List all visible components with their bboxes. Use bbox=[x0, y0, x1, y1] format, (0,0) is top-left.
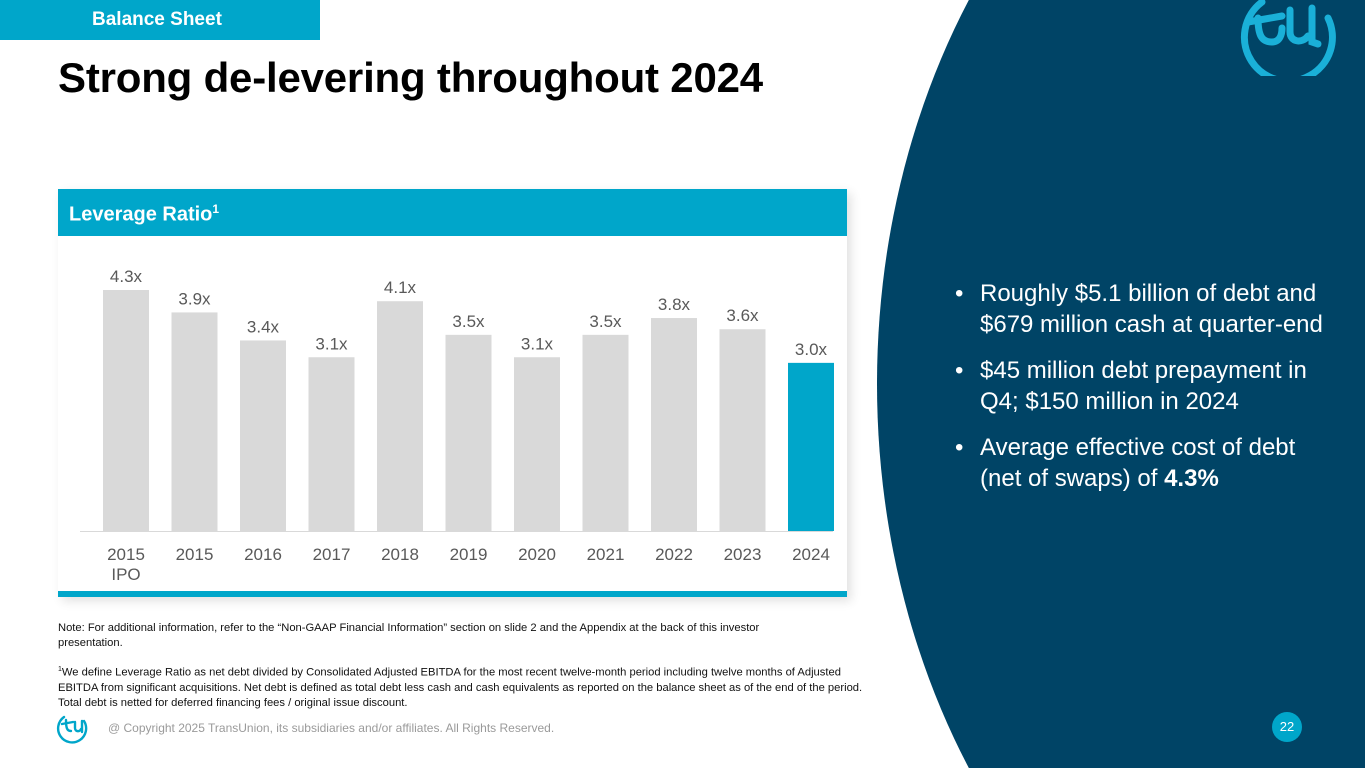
bar bbox=[171, 312, 218, 531]
bar bbox=[308, 357, 355, 531]
page-title: Strong de-levering throughout 2024 bbox=[58, 54, 763, 101]
footer-tu-logo-icon bbox=[56, 715, 88, 744]
card-title: Leverage Ratio bbox=[69, 203, 213, 226]
bullet-item: • Average effective cost of debt (net of … bbox=[955, 433, 1325, 494]
bullet-emphasis: 4.3% bbox=[1164, 464, 1219, 492]
data-label: 3.4x bbox=[247, 317, 280, 336]
bullet-item: • Roughly $5.1 billion of debt and $679 m… bbox=[955, 279, 1325, 340]
x-tick-label: 2015 bbox=[107, 545, 145, 564]
data-label: 3.8x bbox=[658, 295, 691, 314]
bullet-list: • Roughly $5.1 billion of debt and $679 m… bbox=[955, 279, 1325, 510]
tu-logo-icon bbox=[1240, 0, 1336, 76]
copyright-text: @ Copyright 2025 TransUnion, its subsidi… bbox=[108, 721, 555, 735]
x-tick-label: 2016 bbox=[244, 545, 282, 564]
note-text: Note: For additional information, refer … bbox=[58, 622, 760, 649]
x-tick-label: 2020 bbox=[518, 545, 556, 564]
bullet-dot: • bbox=[955, 434, 964, 461]
bullet-text: $45 million debt prepayment in Q4; $150 … bbox=[980, 357, 1307, 415]
section-tab: Balance Sheet bbox=[0, 0, 320, 40]
x-tick-label: 2023 bbox=[724, 545, 762, 564]
leverage-ratio-card: Leverage Ratio1 4.3x 2015 IPO 3.9x 2015 3.4x 2… bbox=[58, 189, 847, 597]
x-tick-label: IPO bbox=[111, 565, 140, 584]
x-tick-label: 2019 bbox=[450, 545, 488, 564]
bar bbox=[445, 334, 492, 531]
bullet-text: Average effective cost of debt (net of s… bbox=[980, 434, 1296, 492]
bar bbox=[103, 290, 149, 531]
bar bbox=[240, 340, 286, 531]
data-label: 4.3x bbox=[110, 267, 143, 286]
card-title-superscript: 1 bbox=[212, 202, 220, 216]
bullet-text: Roughly $5.1 billion of debt and $679 mi… bbox=[980, 280, 1323, 338]
data-label: 3.5x bbox=[452, 312, 485, 331]
bar bbox=[582, 334, 629, 531]
x-tick-label: 2021 bbox=[587, 545, 625, 564]
data-label: 3.0x bbox=[795, 340, 828, 359]
data-label: 3.1x bbox=[315, 334, 348, 353]
bar bbox=[651, 318, 697, 531]
bullet-dot: • bbox=[955, 357, 964, 384]
bar bbox=[788, 362, 834, 531]
bar bbox=[514, 357, 560, 531]
footnote: 1We define Leverage Ratio as net debt di… bbox=[58, 662, 868, 711]
x-tick-label: 2018 bbox=[381, 545, 419, 564]
page-number: 22 bbox=[1272, 712, 1302, 742]
x-tick-label: 2017 bbox=[313, 545, 351, 564]
footnote-marker: 1 bbox=[58, 666, 62, 673]
bullet-dot: • bbox=[955, 280, 964, 307]
x-tick-label: 2015 bbox=[176, 545, 214, 564]
data-label: 3.1x bbox=[521, 334, 554, 353]
x-tick-label: 2022 bbox=[655, 545, 693, 564]
footnote-text: We define Leverage Ratio as net debt div… bbox=[58, 666, 863, 709]
bar bbox=[719, 329, 766, 531]
data-label: 3.5x bbox=[589, 312, 622, 331]
card-header: Leverage Ratio1 bbox=[58, 189, 847, 236]
navy-ellipse bbox=[877, 0, 1365, 768]
card-footer-bar bbox=[58, 591, 847, 597]
leverage-ratio-chart: 4.3x2015IPO3.9x20153.4x20163.1x20174.1x2… bbox=[80, 267, 834, 584]
section-tab-label: Balance Sheet bbox=[92, 9, 222, 30]
data-label: 4.1x bbox=[384, 278, 417, 297]
bar bbox=[377, 301, 423, 531]
x-tick-label: 2024 bbox=[792, 545, 830, 564]
bullet-item: • $45 million debt prepayment in Q4; $150… bbox=[955, 356, 1325, 417]
data-label: 3.6x bbox=[726, 306, 759, 325]
data-label: 3.9x bbox=[178, 289, 211, 308]
